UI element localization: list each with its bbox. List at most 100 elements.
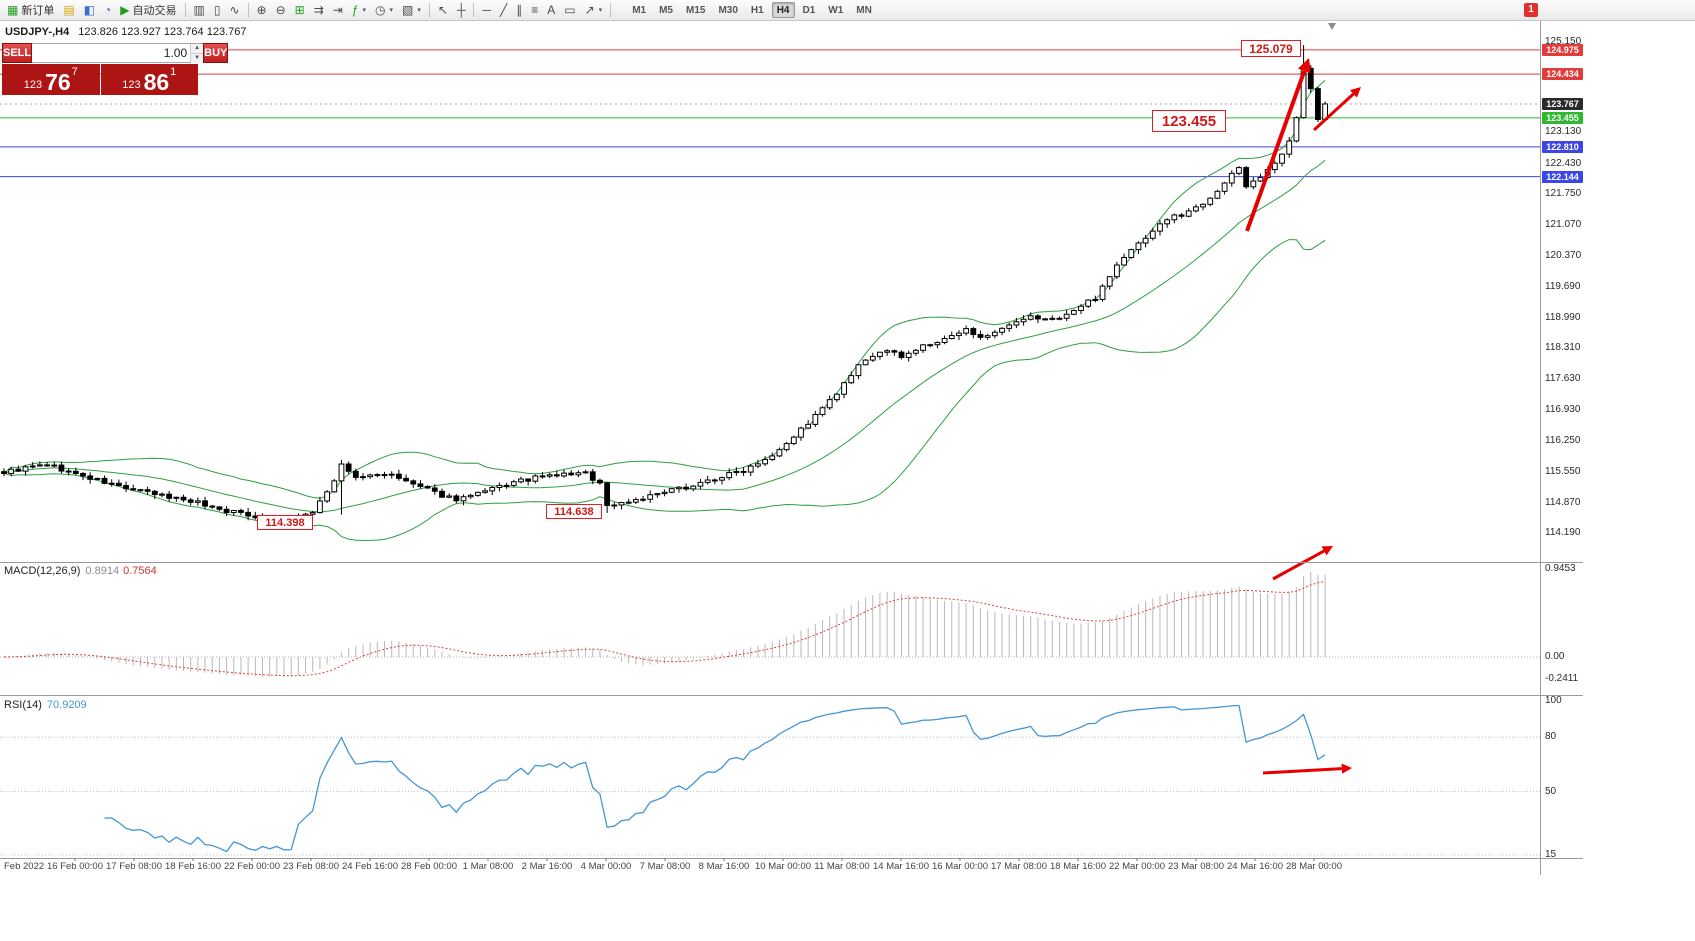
macd-signal-value: 0.7564 bbox=[123, 565, 157, 577]
timeframe-h1-button[interactable]: H1 bbox=[750, 4, 764, 16]
price-axis-tick: 125.150 bbox=[1545, 36, 1582, 47]
trend-arrows[interactable] bbox=[1245, 58, 1361, 775]
text-icon: A bbox=[547, 3, 556, 17]
cursor-icon: ↖ bbox=[437, 3, 448, 17]
price-annotation-high[interactable]: 125.079 bbox=[1241, 40, 1301, 57]
crosshair-button[interactable]: ┼ bbox=[453, 1, 470, 19]
price-line-tag[interactable]: 122.144 bbox=[1542, 170, 1583, 183]
price-axis-tick: 121.750 bbox=[1545, 188, 1582, 200]
chart-shift-button[interactable]: ⇥ bbox=[329, 1, 347, 19]
volume-down-icon[interactable]: ▼ bbox=[191, 54, 204, 63]
time-axis-label: 1 Mar 08:00 bbox=[462, 861, 514, 872]
buy-price-box[interactable]: 123 86 1 bbox=[100, 64, 198, 95]
notification-badge[interactable]: 1 bbox=[1524, 3, 1538, 17]
rsi-title: RSI(14) bbox=[4, 699, 42, 711]
price-annotation-low-1[interactable]: 114.398 bbox=[257, 515, 313, 530]
volume-input[interactable] bbox=[32, 44, 191, 62]
timeframe-m30-button[interactable]: M30 bbox=[718, 4, 738, 16]
fibonacci-button[interactable]: ≡ bbox=[527, 1, 542, 19]
price-annotation-low-2[interactable]: 114.638 bbox=[546, 504, 602, 519]
tile-windows-icon: ⊞ bbox=[294, 3, 305, 17]
price-annotation-level[interactable]: 123.455 bbox=[1152, 110, 1226, 132]
sell-button[interactable]: SELL bbox=[2, 43, 33, 63]
price-axis-tick: 118.990 bbox=[1545, 311, 1581, 323]
timeframe-d1-button[interactable]: D1 bbox=[802, 4, 816, 16]
auto-scroll-button[interactable]: ⇉ bbox=[310, 1, 328, 19]
price-line-tag[interactable]: 124.434 bbox=[1542, 68, 1583, 81]
price-line-tag[interactable]: 122.810 bbox=[1542, 140, 1583, 153]
rsi-axis-tick: 80 bbox=[1545, 731, 1557, 743]
auto-trading-button[interactable]: ▶ 自动交易 bbox=[116, 1, 180, 19]
time-axis-label: 16 Mar 00:00 bbox=[932, 861, 988, 872]
price-axis-tick: 116.250 bbox=[1545, 434, 1581, 446]
indicators-button[interactable]: ƒ ▾ bbox=[348, 1, 370, 19]
buy-price-pips: 86 bbox=[143, 69, 170, 95]
price-axis-tick: 118.310 bbox=[1545, 342, 1581, 354]
chevron-down-icon: ▾ bbox=[389, 7, 394, 14]
periods-button[interactable]: ◷ ▾ bbox=[371, 1, 397, 19]
line-chart-icon: ∿ bbox=[229, 3, 240, 17]
volume-up-icon[interactable]: ▲ bbox=[191, 44, 204, 54]
sell-price-box[interactable]: 123 76 7 bbox=[2, 64, 100, 95]
price-line-tag[interactable]: 123.767 bbox=[1542, 97, 1583, 110]
timeframe-m5-button[interactable]: M5 bbox=[659, 4, 673, 16]
trendline-button[interactable]: ╱ bbox=[496, 1, 511, 19]
volume-spin-buttons[interactable]: ▲ ▼ bbox=[190, 44, 204, 63]
ohlc-values: 123.826 123.927 123.764 123.767 bbox=[78, 26, 247, 38]
templates-icon: ▧ bbox=[402, 3, 414, 17]
chart-window-icon: ▤ bbox=[63, 3, 75, 17]
templates-button[interactable]: ▧ ▾ bbox=[398, 1, 425, 19]
buy-price-int: 123 bbox=[122, 79, 141, 91]
text-label-button[interactable]: ▭ bbox=[560, 1, 579, 19]
price-line-tag[interactable]: 124.975 bbox=[1542, 43, 1583, 56]
price-axis-tick: 123.130 bbox=[1545, 126, 1582, 138]
zoom-in-button[interactable]: ⊕ bbox=[253, 1, 271, 19]
time-axis-label: 10 Mar 00:00 bbox=[755, 861, 811, 872]
equidistant-channel-icon: ∥ bbox=[516, 3, 523, 17]
data-window-button[interactable]: ◔ bbox=[100, 1, 115, 19]
buy-button[interactable]: BUY bbox=[203, 43, 229, 63]
new-order-button[interactable]: ▦ 新订单 bbox=[3, 1, 58, 19]
macd-axis-tick: 0.00 bbox=[1545, 651, 1565, 662]
price-axis-tick: 119.690 bbox=[1545, 280, 1581, 292]
price-line-tag[interactable]: 123.455 bbox=[1542, 111, 1583, 124]
new-order-button-label: 新订单 bbox=[21, 5, 55, 17]
crosshair-icon: ┼ bbox=[456, 3, 466, 17]
timeframe-w1-button[interactable]: W1 bbox=[828, 4, 844, 16]
candlestick-chart-button[interactable]: ▯ bbox=[210, 1, 225, 19]
equidistant-channel-button[interactable]: ∥ bbox=[512, 1, 526, 19]
text-button[interactable]: A bbox=[543, 1, 559, 19]
zoom-out-button[interactable]: ⊖ bbox=[272, 1, 290, 19]
timeframe-h4-button[interactable]: H4 bbox=[771, 2, 795, 18]
arrows-tool-button[interactable]: ↗ ▾ bbox=[581, 1, 607, 19]
time-axis-label: 11 Mar 08:00 bbox=[814, 861, 870, 872]
profiles-button[interactable]: ◧ bbox=[80, 1, 99, 19]
macd-main-value: 0.8914 bbox=[85, 565, 120, 577]
new-order-icon: ▦ bbox=[7, 3, 19, 17]
toolbar-separator bbox=[184, 3, 186, 17]
bar-chart-button[interactable]: ▥ bbox=[190, 1, 209, 19]
sell-price-point: 7 bbox=[71, 66, 78, 78]
tile-windows-button[interactable]: ⊞ bbox=[291, 1, 309, 19]
chart-window-button[interactable]: ▤ bbox=[59, 1, 78, 19]
macd-axis-tick: 0.9453 bbox=[1545, 563, 1576, 575]
chevron-down-icon: ▾ bbox=[417, 7, 421, 14]
timeframe-m15-button[interactable]: M15 bbox=[686, 4, 706, 16]
line-chart-button[interactable]: ∿ bbox=[225, 1, 243, 19]
data-window-icon: ◔ bbox=[104, 3, 112, 17]
rsi-axis-tick: 15 bbox=[1545, 848, 1557, 860]
horizontal-line-button[interactable]: ─ bbox=[478, 1, 495, 19]
timeframe-mn-button[interactable]: MN bbox=[856, 4, 872, 16]
volume-stepper[interactable]: ▲ ▼ bbox=[32, 43, 204, 63]
price-axis-tick: 114.870 bbox=[1545, 496, 1581, 508]
timeframe-m1-button[interactable]: M1 bbox=[632, 4, 647, 16]
quote-header: USDJPY-,H4 123.826 123.927 123.764 123.7… bbox=[5, 26, 246, 38]
one-click-trading-panel: SELL ▲ ▼ BUY 123 76 7 123 86 1 bbox=[2, 43, 229, 95]
price-axis-tick: 116.930 bbox=[1545, 404, 1581, 416]
auto-trading-icon: ▶ bbox=[120, 3, 130, 17]
time-axis-label: 22 Mar 00:00 bbox=[1109, 861, 1165, 872]
cursor-button[interactable]: ↖ bbox=[434, 1, 452, 19]
sell-price-pips: 76 bbox=[45, 69, 71, 95]
